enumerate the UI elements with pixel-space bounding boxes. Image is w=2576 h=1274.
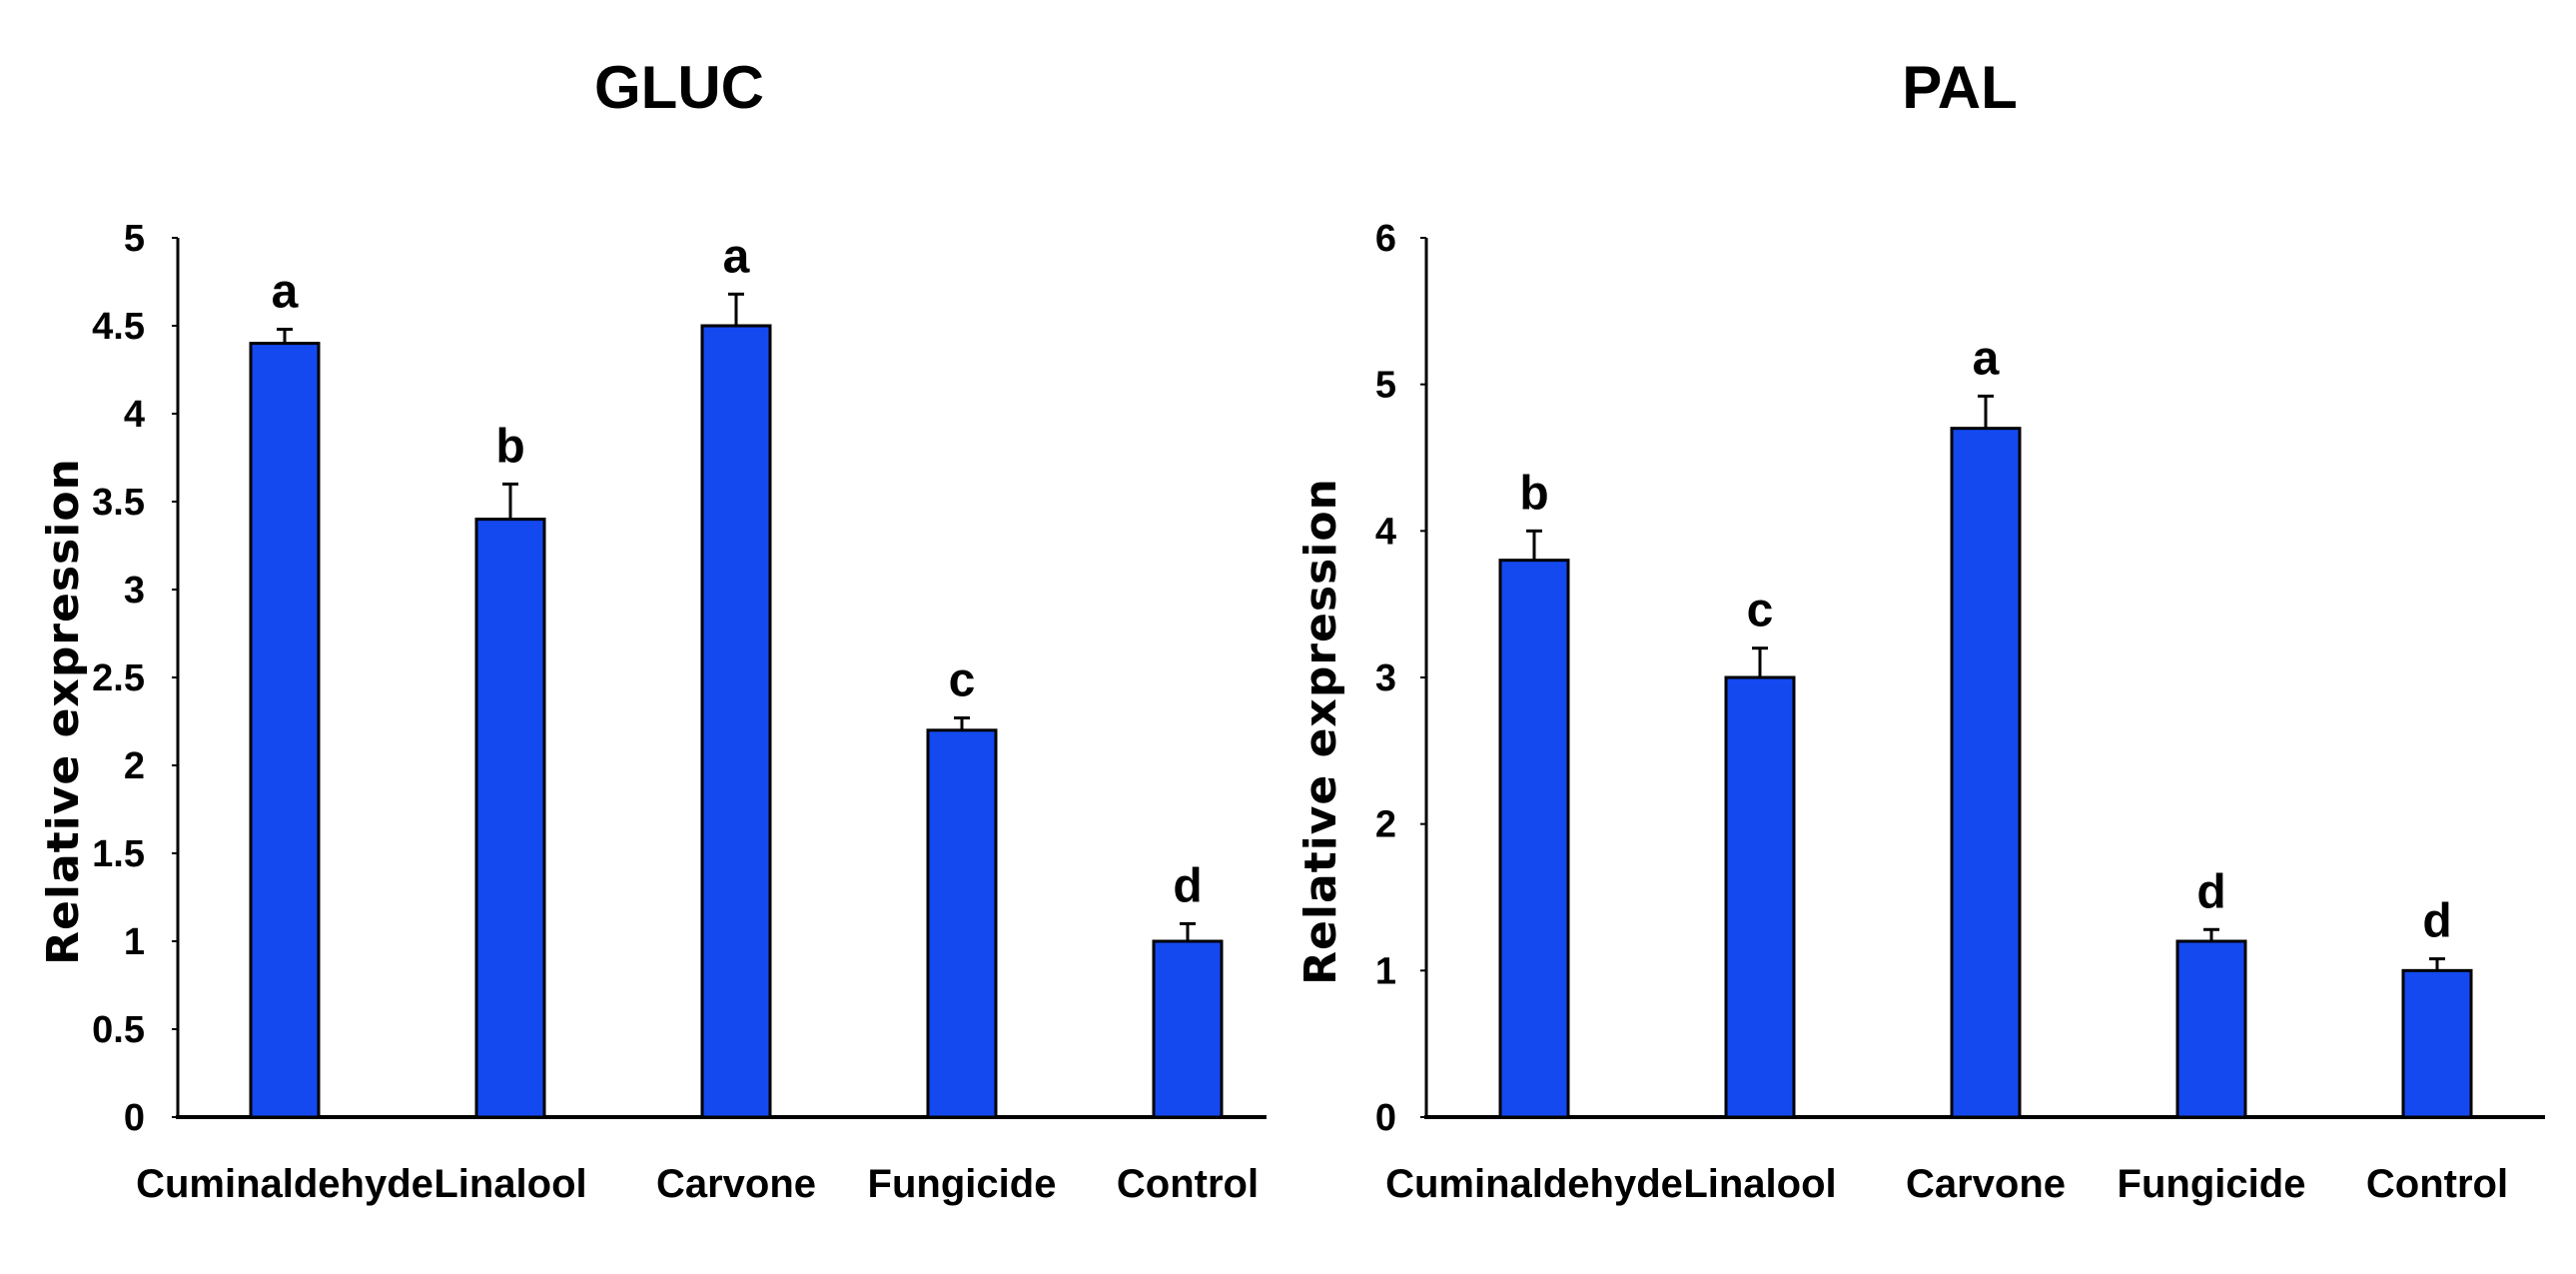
chart-title: GLUC — [594, 54, 764, 121]
x-tick-label: Carvone — [656, 1162, 816, 1206]
chart-title: PAL — [1902, 54, 2018, 121]
y-tick-label: 3 — [124, 570, 145, 612]
significance-label: b — [495, 420, 524, 473]
bar-cuminaldehyde — [249, 342, 321, 1119]
significance-label: d — [2196, 865, 2225, 918]
significance-label: a — [1973, 332, 2000, 385]
y-tick-label: 0 — [1375, 1097, 1396, 1139]
chart-pal: PAL Relative expression 0 1 2 3 4 5 6 b Cuminald… — [1295, 54, 2545, 1206]
significance-label: c — [1747, 585, 1774, 637]
x-tick-label: Linalool — [433, 1162, 586, 1206]
y-tick-label: 2 — [1375, 804, 1396, 846]
bar-linalool — [474, 518, 546, 1119]
bar-carvone — [1950, 427, 2022, 1119]
y-tick-label: 5 — [1375, 365, 1396, 407]
bar-control — [2401, 968, 2473, 1119]
x-tick-label: Control — [2366, 1162, 2508, 1206]
y-tick-label: 4 — [1375, 511, 1396, 553]
bar-fungicide — [926, 728, 998, 1119]
bar-control — [1152, 939, 1224, 1119]
y-tick-label: 3.5 — [92, 482, 145, 524]
y-tick-label: 1 — [1375, 950, 1396, 992]
significance-label: d — [2422, 895, 2451, 948]
x-tick-label: Cuminaldehyde — [136, 1162, 433, 1206]
significance-label: a — [723, 230, 750, 283]
x-tick-label: Control — [1117, 1162, 1259, 1206]
y-axis-label: Relative expression — [38, 458, 89, 965]
x-tick-label: Carvone — [1906, 1162, 2066, 1206]
y-tick-label: 2 — [124, 745, 145, 787]
y-tick-label: 3 — [1375, 657, 1396, 699]
significance-label: d — [1173, 859, 1202, 912]
significance-label: c — [949, 653, 976, 706]
bar-cuminaldehyde — [1498, 559, 1570, 1119]
chart-gluc: GLUC Relative expression 0 0.5 1 1.5 2 2.5 3 3.… — [38, 54, 1267, 1206]
y-tick-label: 5 — [124, 218, 145, 260]
significance-label: a — [272, 266, 299, 319]
x-tick-label: Cuminaldehyde — [1385, 1162, 1683, 1206]
bar-linalool — [1724, 675, 1796, 1119]
y-tick-label: 0 — [124, 1097, 145, 1139]
significance-label: b — [1519, 467, 1548, 520]
y-axis-label: Relative expression — [1295, 478, 1346, 985]
x-tick-label: Fungicide — [868, 1162, 1057, 1206]
x-tick-label: Fungicide — [2118, 1162, 2306, 1206]
y-tick-label: 4.5 — [92, 306, 145, 348]
y-tick-label: 1.5 — [92, 833, 145, 875]
y-tick-label: 0.5 — [92, 1009, 145, 1051]
y-tick-label: 1 — [124, 921, 145, 963]
bar-carvone — [700, 324, 772, 1119]
y-tick-label: 2.5 — [92, 657, 145, 699]
x-tick-label: Linalool — [1683, 1162, 1836, 1206]
y-tick-label: 6 — [1375, 218, 1396, 260]
bar-fungicide — [2175, 939, 2247, 1119]
y-tick-label: 4 — [124, 394, 145, 436]
